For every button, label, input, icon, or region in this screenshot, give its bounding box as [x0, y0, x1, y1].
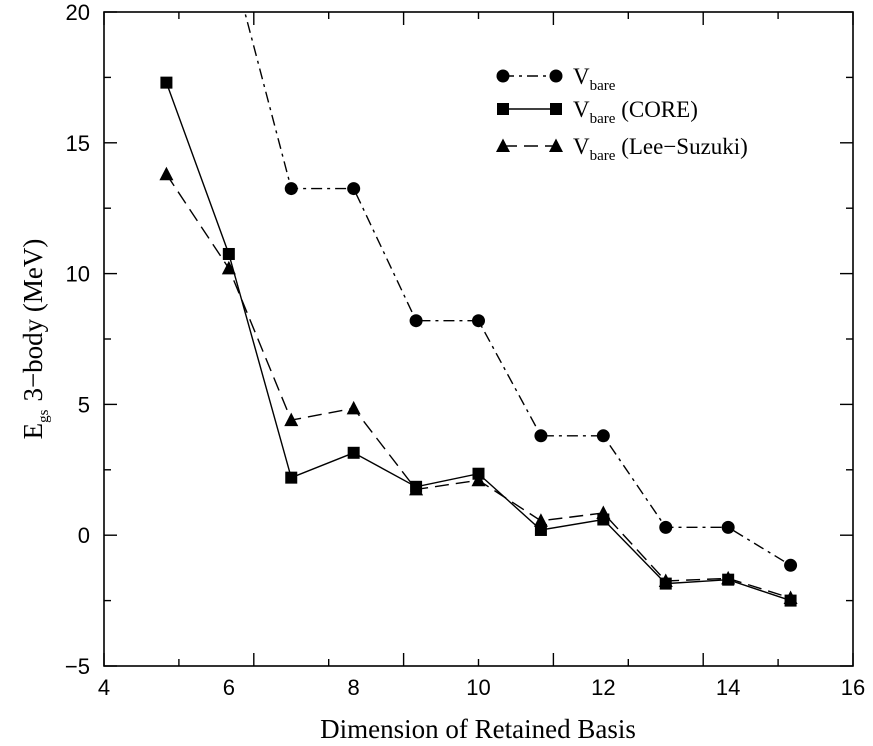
- data-point-triangle: [533, 513, 548, 527]
- data-point-circle: [409, 314, 423, 328]
- data-point-circle: [721, 520, 735, 534]
- series-line-circle: [244, 12, 791, 566]
- data-point-triangle: [721, 570, 736, 585]
- y-tick-label: −5: [65, 654, 90, 679]
- x-tick-label: 16: [841, 675, 865, 700]
- y-tick-label: 20: [66, 0, 90, 25]
- y-axis-title-subscript: gs: [36, 409, 52, 423]
- legend-label: Vbare: [573, 64, 616, 94]
- legend-label: Vbare (CORE): [573, 97, 698, 127]
- x-tick-label: 6: [223, 675, 235, 700]
- legend-marker-square: [497, 103, 509, 115]
- legend-label-main: V: [573, 134, 590, 159]
- data-point-triangle: [471, 472, 486, 487]
- y-tick-label: 15: [66, 131, 90, 156]
- series-line-triangle: [165, 173, 791, 599]
- series-line-square: [165, 82, 791, 602]
- series-lines: [165, 12, 791, 602]
- data-point-triangle: [346, 400, 361, 415]
- legend-marker-circle: [496, 69, 510, 83]
- series-markers: [159, 0, 798, 607]
- data-point-circle: [659, 520, 673, 534]
- data-point-circle: [596, 429, 610, 443]
- data-point-square: [347, 446, 360, 459]
- legend-marker-triangle: [549, 138, 563, 152]
- legend-marker-circle: [549, 69, 563, 83]
- data-point-square: [534, 523, 547, 536]
- y-axis-title: Egs 3−body (MeV): [18, 239, 52, 440]
- data-point-circle: [472, 314, 485, 328]
- y-tick-label: 0: [78, 523, 90, 548]
- x-tick-label: 10: [466, 675, 490, 700]
- legend-label: Vbare (Lee−Suzuki): [573, 134, 748, 164]
- y-axis-tick-labels: −5 0 5 10 15 20: [65, 0, 90, 679]
- data-point-triangle: [284, 412, 299, 427]
- x-axis-title: Dimension of Retained Basis: [320, 714, 636, 744]
- plot-frame: [103, 11, 854, 667]
- legend-label-subscript: bare: [590, 111, 616, 127]
- x-tick-label: 12: [591, 675, 615, 700]
- legend-label-main: V: [573, 97, 590, 122]
- data-point-square: [222, 247, 235, 260]
- y-axis-title-rest: 3−body (MeV): [18, 239, 48, 402]
- data-point-triangle: [409, 481, 424, 496]
- y-tick-label: 5: [78, 392, 90, 417]
- data-point-circle: [784, 558, 798, 572]
- y-tick-label: 10: [66, 262, 90, 287]
- legend-label-subscript: bare: [590, 148, 616, 164]
- data-point-circle: [347, 182, 361, 196]
- x-tick-label: 4: [98, 675, 110, 700]
- y-axis-title-main: E: [18, 423, 48, 440]
- data-point-triangle: [783, 590, 798, 604]
- data-point-square: [285, 471, 298, 484]
- legend-marker-square: [550, 103, 562, 115]
- data-point-triangle: [159, 166, 174, 181]
- x-tick-label: 14: [716, 675, 740, 700]
- data-point-circle: [534, 429, 548, 443]
- x-axis-tick-labels: 4 6 8 10 12 14 16: [98, 675, 865, 700]
- data-point-circle: [284, 182, 298, 196]
- legend-label-main: V: [573, 64, 590, 89]
- x-tick-label: 8: [348, 675, 360, 700]
- data-point-square: [160, 76, 173, 89]
- data-point-triangle: [596, 505, 611, 519]
- legend-marker-triangle: [496, 138, 510, 152]
- legend-label-suffix: (Lee−Suzuki): [615, 134, 747, 159]
- data-point-circle: [235, 0, 248, 5]
- data-point-triangle: [658, 573, 673, 587]
- legend-label-subscript: bare: [590, 78, 616, 94]
- legend-label-suffix: (CORE): [615, 97, 697, 122]
- data-point-triangle: [221, 260, 236, 275]
- axis-ticks: [103, 11, 854, 667]
